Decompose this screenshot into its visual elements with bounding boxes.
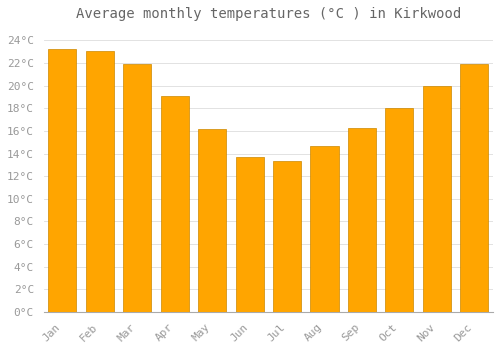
Bar <box>348 127 376 312</box>
Bar <box>123 64 152 312</box>
Bar <box>236 157 264 312</box>
Bar <box>198 129 226 312</box>
Bar <box>460 64 488 312</box>
Bar <box>48 49 76 312</box>
Bar <box>386 108 413 312</box>
Bar <box>423 86 451 312</box>
Bar <box>273 161 301 312</box>
Title: Average monthly temperatures (°C ) in Kirkwood: Average monthly temperatures (°C ) in Ki… <box>76 7 461 21</box>
Bar <box>160 96 189 312</box>
Bar <box>310 146 338 312</box>
Bar <box>86 50 114 312</box>
